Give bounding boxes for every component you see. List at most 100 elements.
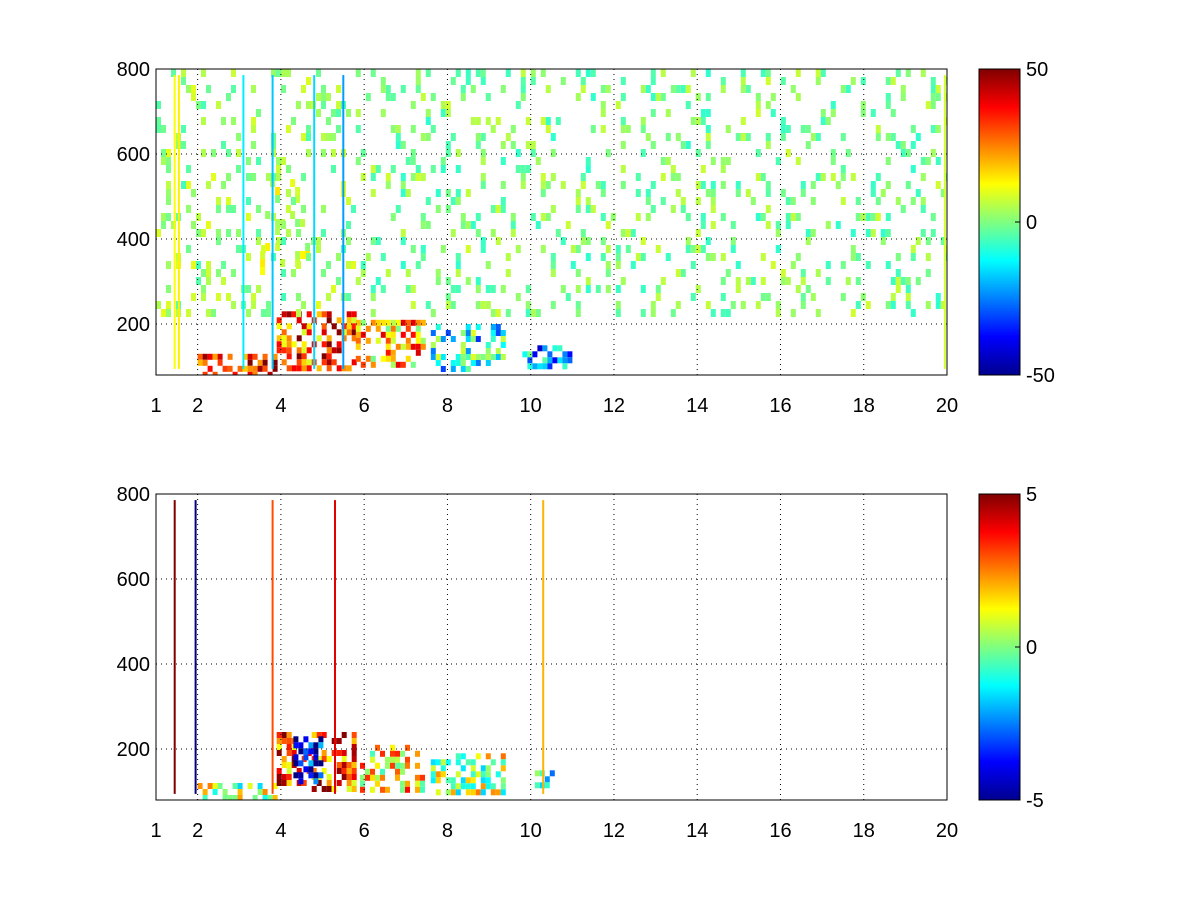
heatmap-cell bbox=[765, 181, 771, 189]
heatmap-cell bbox=[485, 360, 491, 366]
heatmap-cell bbox=[685, 245, 691, 253]
heatmap-cell bbox=[286, 732, 292, 738]
heatmap-streak bbox=[271, 500, 274, 794]
heatmap-cell bbox=[321, 93, 326, 101]
heatmap-cell bbox=[293, 772, 299, 779]
heatmap-cell bbox=[567, 351, 573, 358]
heatmap-cell bbox=[326, 756, 332, 762]
heatmap-cell bbox=[450, 301, 456, 309]
heatmap-cell bbox=[286, 762, 292, 768]
heatmap-cell bbox=[480, 237, 486, 245]
heatmap-cell bbox=[301, 173, 306, 181]
heatmap-cell bbox=[775, 157, 781, 165]
heatmap-cell bbox=[351, 750, 357, 756]
heatmap-cell bbox=[490, 205, 496, 213]
heatmap-cell bbox=[480, 789, 486, 796]
heatmap-cell bbox=[420, 133, 426, 141]
top-y-ticks: 200 400 600 800 bbox=[117, 59, 150, 336]
heatmap-cell bbox=[745, 277, 751, 285]
heatmap-cell bbox=[790, 197, 796, 205]
heatmap-cell bbox=[405, 786, 410, 793]
heatmap-cell bbox=[470, 771, 476, 778]
heatmap-cell bbox=[660, 157, 666, 165]
heatmap-cell bbox=[455, 149, 461, 157]
heatmap-cell bbox=[885, 229, 891, 237]
heatmap-cell bbox=[375, 774, 380, 781]
heatmap-cell bbox=[251, 85, 256, 93]
heatmap-cell bbox=[585, 69, 591, 77]
heatmap-cell bbox=[805, 125, 811, 133]
heatmap-cell bbox=[321, 732, 327, 738]
heatmap-cell bbox=[420, 93, 426, 101]
heatmap-cell bbox=[755, 109, 761, 117]
heatmap-cell bbox=[740, 133, 746, 141]
heatmap-cell bbox=[316, 335, 322, 342]
heatmap-cell bbox=[296, 229, 301, 237]
heatmap-cell bbox=[710, 205, 716, 213]
heatmap-cell bbox=[326, 93, 331, 101]
heatmap-cell bbox=[460, 93, 466, 101]
heatmap-cell bbox=[530, 149, 536, 157]
heatmap-cell bbox=[795, 253, 801, 261]
x-tick-label: 4 bbox=[275, 395, 286, 417]
heatmap-cell bbox=[246, 253, 251, 261]
heatmap-cell bbox=[495, 324, 501, 330]
heatmap-cell bbox=[930, 125, 936, 133]
heatmap-cell bbox=[336, 253, 341, 261]
heatmap-cell bbox=[276, 165, 281, 173]
heatmap-cell bbox=[161, 213, 166, 221]
heatmap-cell bbox=[600, 213, 606, 221]
heatmap-cell bbox=[580, 237, 586, 245]
heatmap-cell bbox=[346, 197, 351, 205]
heatmap-cell bbox=[440, 759, 446, 766]
heatmap-cell bbox=[795, 285, 801, 293]
heatmap-cell bbox=[480, 69, 486, 77]
heatmap-cell bbox=[336, 347, 342, 354]
heatmap-streak bbox=[173, 75, 176, 369]
heatmap-cell bbox=[355, 125, 361, 133]
heatmap-cell bbox=[420, 221, 426, 229]
heatmap-cell bbox=[400, 229, 406, 237]
heatmap-cell bbox=[560, 181, 566, 189]
heatmap-cell bbox=[770, 93, 776, 101]
heatmap-cell bbox=[266, 301, 271, 309]
heatmap-cell bbox=[475, 229, 481, 237]
heatmap-cell bbox=[186, 205, 191, 213]
heatmap-cell bbox=[161, 157, 166, 165]
heatmap-cell bbox=[695, 149, 701, 157]
heatmap-streak bbox=[242, 75, 245, 369]
heatmap-cell bbox=[640, 285, 646, 293]
heatmap-cell bbox=[860, 109, 866, 117]
heatmap-cell bbox=[534, 782, 540, 789]
heatmap-cell bbox=[262, 789, 268, 795]
y-tick-label: 400 bbox=[117, 229, 150, 251]
heatmap-cell bbox=[156, 125, 161, 133]
heatmap-cell bbox=[670, 85, 676, 93]
heatmap-cell bbox=[346, 780, 352, 786]
heatmap-cell bbox=[221, 277, 226, 285]
heatmap-cell bbox=[326, 347, 332, 354]
heatmap-cell bbox=[655, 285, 661, 293]
heatmap-cell bbox=[760, 213, 766, 221]
heatmap-cell bbox=[355, 109, 361, 117]
heatmap-cell bbox=[585, 165, 591, 173]
heatmap-cell bbox=[520, 173, 526, 181]
heatmap-cell bbox=[705, 301, 711, 309]
heatmap-cell bbox=[400, 85, 406, 93]
heatmap-cell bbox=[745, 85, 751, 93]
heatmap-cell bbox=[355, 277, 361, 285]
heatmap-cell bbox=[945, 77, 947, 85]
heatmap-cell bbox=[212, 789, 218, 795]
heatmap-cell bbox=[935, 293, 941, 301]
heatmap-cell bbox=[400, 331, 406, 338]
heatmap-cell bbox=[298, 772, 304, 779]
heatmap-cell bbox=[825, 277, 831, 285]
heatmap-cell bbox=[395, 133, 401, 141]
heatmap-cell bbox=[815, 133, 821, 141]
heatmap-cell bbox=[510, 229, 516, 237]
heatmap-cell bbox=[341, 768, 347, 774]
heatmap-cell bbox=[242, 353, 248, 360]
heatmap-cell bbox=[855, 277, 861, 285]
heatmap-cell bbox=[560, 237, 566, 245]
heatmap-cell bbox=[930, 213, 936, 221]
